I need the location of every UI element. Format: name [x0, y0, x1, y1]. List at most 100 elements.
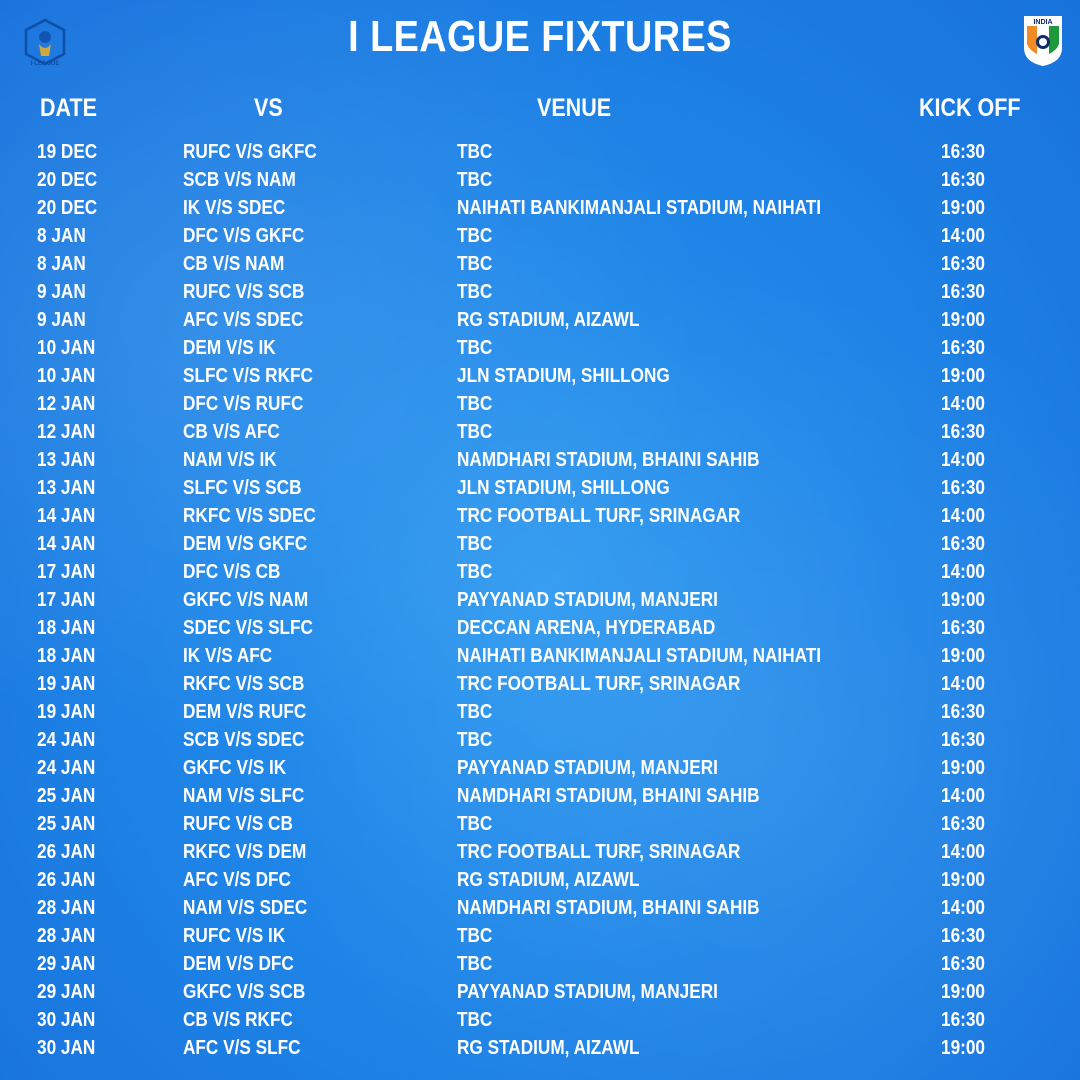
- fixture-row: 20 DEC IK V/S SDEC NAIHATI BANKIMANJALI ST…: [0, 194, 1080, 222]
- header-venue: VENUE: [537, 94, 612, 122]
- fixture-date: 29 JAN: [37, 981, 96, 1003]
- fixture-kickoff: 16:30: [941, 1009, 985, 1031]
- fixture-match: AFC V/S SLFC: [183, 1037, 301, 1059]
- fixture-match: CB V/S NAM: [183, 253, 285, 275]
- fixture-row: 18 JAN IK V/S AFC NAIHATI BANKIMANJALI STA…: [0, 642, 1080, 670]
- fixture-date: 19 DEC: [37, 141, 98, 163]
- fixture-row: 19 JAN DEM V/S RUFC TBC 16:30: [0, 698, 1080, 726]
- india-crest-icon: INDIA: [1024, 16, 1062, 66]
- fixture-kickoff: 14:00: [941, 449, 985, 471]
- fixture-match: AFC V/S SDEC: [183, 309, 304, 331]
- fixture-venue: TRC FOOTBALL TURF, SRINAGAR: [457, 841, 741, 863]
- fixture-kickoff: 16:30: [941, 477, 985, 499]
- fixture-kickoff: 14:00: [941, 505, 985, 527]
- fixture-date: 18 JAN: [37, 645, 96, 667]
- fixture-row: 12 JAN CB V/S AFC TBC 16:30: [0, 418, 1080, 446]
- fixture-row: 8 JAN DFC V/S GKFC TBC 14:00: [0, 222, 1080, 250]
- fixture-date: 17 JAN: [37, 561, 96, 583]
- fixture-kickoff: 19:00: [941, 197, 985, 219]
- fixture-venue: RG STADIUM, AIZAWL: [457, 309, 640, 331]
- fixture-row: 24 JAN SCB V/S SDEC TBC 16:30: [0, 726, 1080, 754]
- fixture-venue: TBC: [457, 421, 493, 443]
- fixture-match: SDEC V/S SLFC: [183, 617, 313, 639]
- fixture-row: 19 JAN RKFC V/S SCB TRC FOOTBALL TURF, SRI…: [0, 670, 1080, 698]
- fixture-row: 17 JAN GKFC V/S NAM PAYYANAD STADIUM, MANJ…: [0, 586, 1080, 614]
- fixture-date: 29 JAN: [37, 953, 96, 975]
- fixture-kickoff: 14:00: [941, 897, 985, 919]
- fixture-row: 30 JAN AFC V/S SLFC RG STADIUM, AIZAWL 19:0…: [0, 1034, 1080, 1062]
- fixture-kickoff: 19:00: [941, 645, 985, 667]
- fixture-venue: PAYYANAD STADIUM, MANJERI: [457, 589, 718, 611]
- fixture-date: 18 JAN: [37, 617, 96, 639]
- fixture-venue: TBC: [457, 925, 493, 947]
- fixture-venue: TBC: [457, 169, 493, 191]
- fixture-kickoff: 19:00: [941, 981, 985, 1003]
- fixture-venue: NAIHATI BANKIMANJALI STADIUM, NAIHATI: [457, 197, 822, 219]
- fixture-row: 30 JAN CB V/S RKFC TBC 16:30: [0, 1006, 1080, 1034]
- fixture-venue: TBC: [457, 281, 493, 303]
- fixture-kickoff: 19:00: [941, 1037, 985, 1059]
- fixture-row: 9 JAN RUFC V/S SCB TBC 16:30: [0, 278, 1080, 306]
- fixture-match: DEM V/S IK: [183, 337, 276, 359]
- fixture-date: 24 JAN: [37, 757, 96, 779]
- fixture-venue: PAYYANAD STADIUM, MANJERI: [457, 757, 718, 779]
- fixture-kickoff: 16:30: [941, 813, 985, 835]
- fixture-venue: TBC: [457, 253, 493, 275]
- fixture-match: DEM V/S GKFC: [183, 533, 308, 555]
- fixture-venue: NAMDHARI STADIUM, BHAINI SAHIB: [457, 785, 760, 807]
- fixture-date: 30 JAN: [37, 1037, 96, 1059]
- fixture-row: 20 DEC SCB V/S NAM TBC 16:30: [0, 166, 1080, 194]
- fixture-venue: PAYYANAD STADIUM, MANJERI: [457, 981, 718, 1003]
- fixture-date: 9 JAN: [37, 309, 86, 331]
- fixture-kickoff: 19:00: [941, 589, 985, 611]
- fixture-date: 9 JAN: [37, 281, 86, 303]
- fixture-date: 20 DEC: [37, 197, 98, 219]
- fixture-venue: TBC: [457, 1009, 493, 1031]
- fixture-match: DFC V/S GKFC: [183, 225, 305, 247]
- fixture-date: 28 JAN: [37, 925, 96, 947]
- fixture-date: 12 JAN: [37, 393, 96, 415]
- fixture-match: NAM V/S SLFC: [183, 785, 305, 807]
- fixture-venue: RG STADIUM, AIZAWL: [457, 869, 640, 891]
- fixture-venue: TRC FOOTBALL TURF, SRINAGAR: [457, 505, 741, 527]
- fixture-row: 25 JAN NAM V/S SLFC NAMDHARI STADIUM, BHAI…: [0, 782, 1080, 810]
- header-kickoff: KICK OFF: [919, 94, 1021, 122]
- fixture-row: 8 JAN CB V/S NAM TBC 16:30: [0, 250, 1080, 278]
- fixture-row: 26 JAN RKFC V/S DEM TRC FOOTBALL TURF, SRI…: [0, 838, 1080, 866]
- fixture-date: 19 JAN: [37, 673, 96, 695]
- fixture-match: GKFC V/S NAM: [183, 589, 309, 611]
- fixture-date: 25 JAN: [37, 785, 96, 807]
- fixture-row: 18 JAN SDEC V/S SLFC DECCAN ARENA, HYDERAB…: [0, 614, 1080, 642]
- fixture-venue: TBC: [457, 729, 493, 751]
- fixture-date: 13 JAN: [37, 477, 96, 499]
- fixture-date: 26 JAN: [37, 841, 96, 863]
- fixture-kickoff: 14:00: [941, 785, 985, 807]
- fixture-match: NAM V/S SDEC: [183, 897, 308, 919]
- fixture-kickoff: 16:30: [941, 253, 985, 275]
- fixture-row: 19 DEC RUFC V/S GKFC TBC 16:30: [0, 138, 1080, 166]
- fixture-date: 14 JAN: [37, 505, 96, 527]
- fixture-row: 10 JAN SLFC V/S RKFC JLN STADIUM, SHILLONG…: [0, 362, 1080, 390]
- fixture-date: 26 JAN: [37, 869, 96, 891]
- fixture-match: RKFC V/S SDEC: [183, 505, 316, 527]
- fixture-match: DFC V/S CB: [183, 561, 281, 583]
- i-league-logo-text: I-LEAGUE: [31, 61, 60, 67]
- fixture-row: 28 JAN RUFC V/S IK TBC 16:30: [0, 922, 1080, 950]
- fixture-kickoff: 19:00: [941, 757, 985, 779]
- fixture-match: NAM V/S IK: [183, 449, 277, 471]
- fixture-match: RUFC V/S CB: [183, 813, 293, 835]
- fixture-row: 9 JAN AFC V/S SDEC RG STADIUM, AIZAWL 19:00: [0, 306, 1080, 334]
- fixture-match: SCB V/S SDEC: [183, 729, 305, 751]
- fixture-date: 25 JAN: [37, 813, 96, 835]
- fixture-venue: TBC: [457, 337, 493, 359]
- fixture-venue: JLN STADIUM, SHILLONG: [457, 477, 670, 499]
- fixture-kickoff: 14:00: [941, 673, 985, 695]
- fixture-row: 17 JAN DFC V/S CB TBC 14:00: [0, 558, 1080, 586]
- fixture-kickoff: 16:30: [941, 141, 985, 163]
- fixture-kickoff: 16:30: [941, 729, 985, 751]
- fixture-match: SCB V/S NAM: [183, 169, 296, 191]
- fixture-date: 20 DEC: [37, 169, 98, 191]
- fixture-venue: TBC: [457, 701, 493, 723]
- fixture-venue: TBC: [457, 225, 493, 247]
- fixture-row: 29 JAN GKFC V/S SCB PAYYANAD STADIUM, MANJ…: [0, 978, 1080, 1006]
